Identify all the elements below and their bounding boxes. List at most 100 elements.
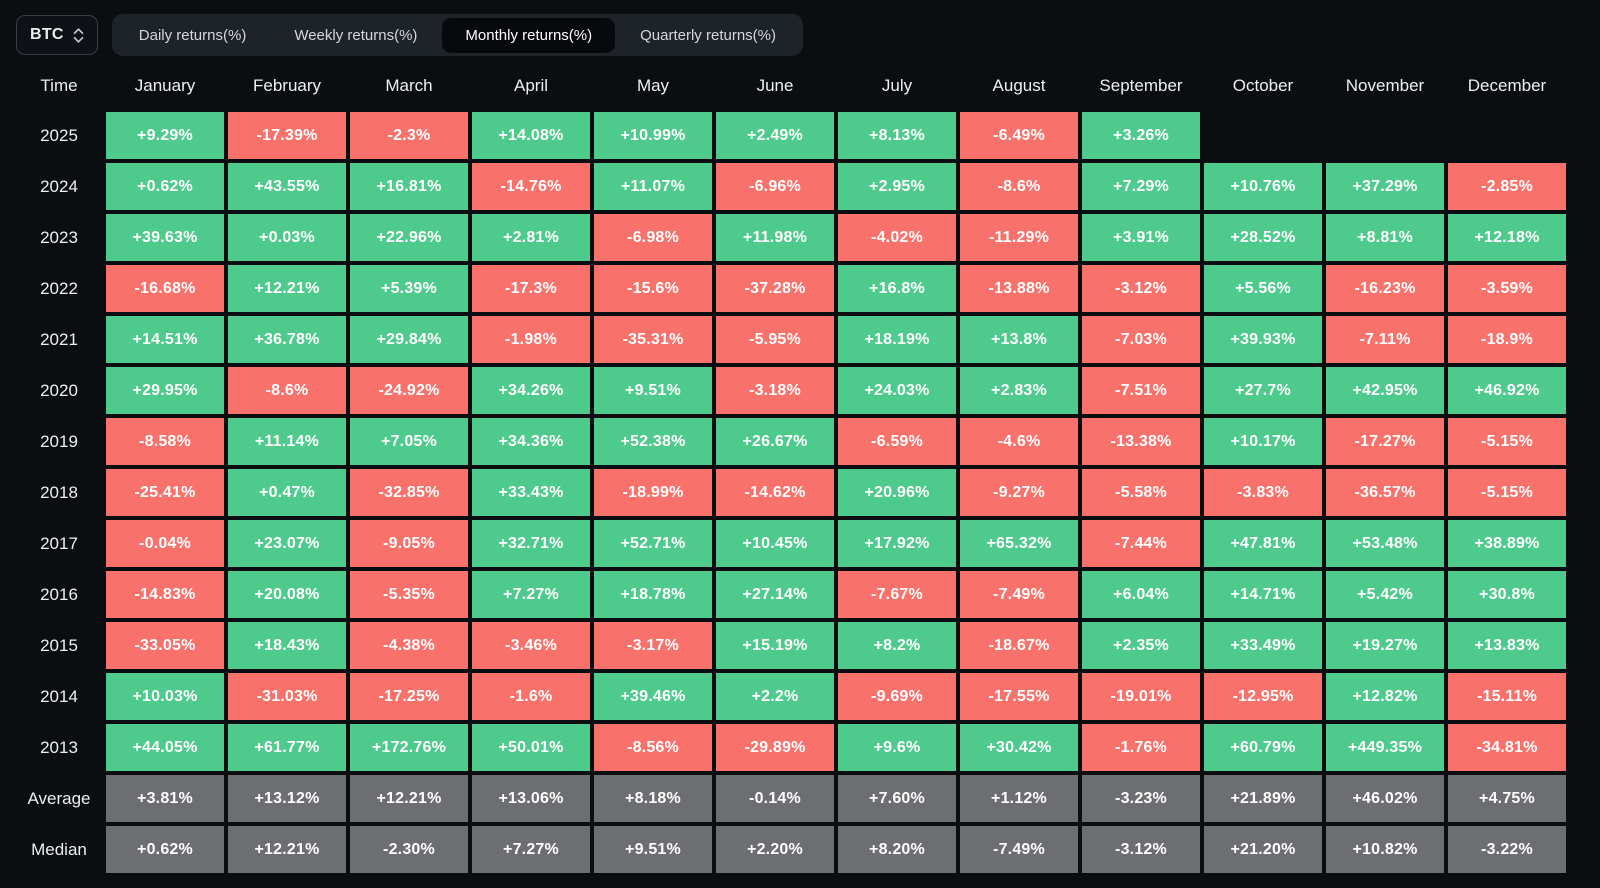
return-cell: +5.42%: [1326, 571, 1444, 618]
row-label: 2016: [40, 584, 78, 604]
return-cell: -0.14%: [716, 775, 834, 822]
return-cell: +9.6%: [838, 724, 956, 771]
return-cell: -15.6%: [594, 265, 712, 312]
tab-daily-returns[interactable]: Daily returns(%): [138, 26, 247, 44]
return-cell: +60.79%: [1204, 724, 1322, 771]
return-cell: +1.12%: [960, 775, 1078, 822]
return-cell: -7.11%: [1326, 316, 1444, 363]
row-label: 2013: [40, 737, 78, 757]
return-cell: +12.18%: [1448, 214, 1566, 261]
return-cell: +3.81%: [106, 775, 224, 822]
return-cell: +8.18%: [594, 775, 712, 822]
return-cell: +29.84%: [350, 316, 468, 363]
return-cell: +46.02%: [1326, 775, 1444, 822]
return-cell: -6.49%: [960, 112, 1078, 159]
return-cell: -3.18%: [716, 367, 834, 414]
returns-period-tabs: Daily returns(%) Weekly returns(%) Month…: [111, 14, 803, 56]
return-cell: +0.03%: [228, 214, 346, 261]
row-label: 2014: [40, 686, 78, 706]
return-cell: -6.98%: [594, 214, 712, 261]
return-cell: +33.43%: [472, 469, 590, 516]
table-row: 2025 +9.29% -17.39% -2.3% +14.08% +10.99% +2.4…: [16, 112, 1600, 159]
return-cell: -24.92%: [350, 367, 468, 414]
return-cell: +6.04%: [1082, 571, 1200, 618]
return-cell: +10.17%: [1204, 418, 1322, 465]
return-cell: +53.48%: [1326, 520, 1444, 567]
return-cell: -7.51%: [1082, 367, 1200, 414]
return-cell: -6.96%: [716, 163, 834, 210]
return-cell: +11.98%: [716, 214, 834, 261]
toolbar: BTC Daily returns(%) Weekly returns(%) M…: [16, 14, 1600, 56]
return-cell: -2.3%: [350, 112, 468, 159]
return-cell: +2.20%: [716, 826, 834, 873]
monthly-returns-table: Time January February March April May June July…: [16, 65, 1600, 873]
return-cell: -1.76%: [1082, 724, 1200, 771]
return-cell: +5.39%: [350, 265, 468, 312]
return-cell: +30.42%: [960, 724, 1078, 771]
return-cell: +7.27%: [472, 826, 590, 873]
table-row: 2023 +39.63% +0.03% +22.96% +2.81% -6.98% +11.…: [16, 214, 1600, 261]
return-cell: +38.89%: [1448, 520, 1566, 567]
return-cell: -29.89%: [716, 724, 834, 771]
return-cell: -3.46%: [472, 622, 590, 669]
return-cell: -17.27%: [1326, 418, 1444, 465]
summary-row: Median +0.62% +12.21% -2.30% +7.27% +9.51% +2.…: [16, 826, 1600, 873]
table-row: 2015 -33.05% +18.43% -4.38% -3.46% -3.17% +15.…: [16, 622, 1600, 669]
month-column-header: December: [1467, 76, 1547, 95]
return-cell: +30.8%: [1448, 571, 1566, 618]
tab-quarterly-returns[interactable]: Quarterly returns(%): [640, 26, 776, 44]
return-cell: -18.67%: [960, 622, 1078, 669]
return-cell: +13.06%: [472, 775, 590, 822]
return-cell: +12.21%: [228, 265, 346, 312]
return-cell: +2.95%: [838, 163, 956, 210]
return-cell: +42.95%: [1326, 367, 1444, 414]
month-column-header: August: [992, 76, 1046, 95]
return-cell: +17.92%: [838, 520, 956, 567]
return-cell: -7.49%: [960, 826, 1078, 873]
return-cell: +2.35%: [1082, 622, 1200, 669]
tab-monthly-returns[interactable]: Monthly returns(%): [442, 17, 616, 53]
return-cell: +3.91%: [1082, 214, 1200, 261]
return-cell: +9.51%: [594, 826, 712, 873]
return-cell: -5.15%: [1448, 418, 1566, 465]
summary-row: Average +3.81% +13.12% +12.21% +13.06% +8.18%…: [16, 775, 1600, 822]
asset-selector[interactable]: BTC: [16, 15, 98, 55]
month-column-header: November: [1345, 76, 1425, 95]
return-cell: +8.81%: [1326, 214, 1444, 261]
return-cell: -7.49%: [960, 571, 1078, 618]
table-row: 2020 +29.95% -8.6% -24.92% +34.26% +9.51% -3.1…: [16, 367, 1600, 414]
return-cell: -1.6%: [472, 673, 590, 720]
return-cell: -18.99%: [594, 469, 712, 516]
row-label: 2015: [40, 635, 78, 655]
return-cell: +10.45%: [716, 520, 834, 567]
table-row: 2024 +0.62% +43.55% +16.81% -14.76% +11.07% -6…: [16, 163, 1600, 210]
return-cell: +7.60%: [838, 775, 956, 822]
empty-cell: [1204, 112, 1322, 159]
month-column-header: January: [134, 76, 196, 95]
return-cell: -3.22%: [1448, 826, 1566, 873]
return-cell: +13.8%: [960, 316, 1078, 363]
return-cell: +37.29%: [1326, 163, 1444, 210]
return-cell: -17.25%: [350, 673, 468, 720]
tab-weekly-returns[interactable]: Weekly returns(%): [294, 26, 418, 44]
return-cell: +13.12%: [228, 775, 346, 822]
return-cell: +7.27%: [472, 571, 590, 618]
return-cell: -8.6%: [960, 163, 1078, 210]
return-cell: +11.07%: [594, 163, 712, 210]
return-cell: +12.82%: [1326, 673, 1444, 720]
month-column-header: July: [881, 76, 913, 95]
month-column-header: February: [252, 76, 322, 95]
return-cell: +15.19%: [716, 622, 834, 669]
return-cell: +52.71%: [594, 520, 712, 567]
return-cell: +0.62%: [106, 826, 224, 873]
return-cell: -36.57%: [1326, 469, 1444, 516]
row-label: 2020: [40, 380, 78, 400]
return-cell: +27.7%: [1204, 367, 1322, 414]
return-cell: -8.6%: [228, 367, 346, 414]
asset-label: BTC: [30, 26, 64, 43]
return-cell: +24.03%: [838, 367, 956, 414]
return-cell: -32.85%: [350, 469, 468, 516]
return-cell: -9.27%: [960, 469, 1078, 516]
return-cell: +172.76%: [350, 724, 468, 771]
